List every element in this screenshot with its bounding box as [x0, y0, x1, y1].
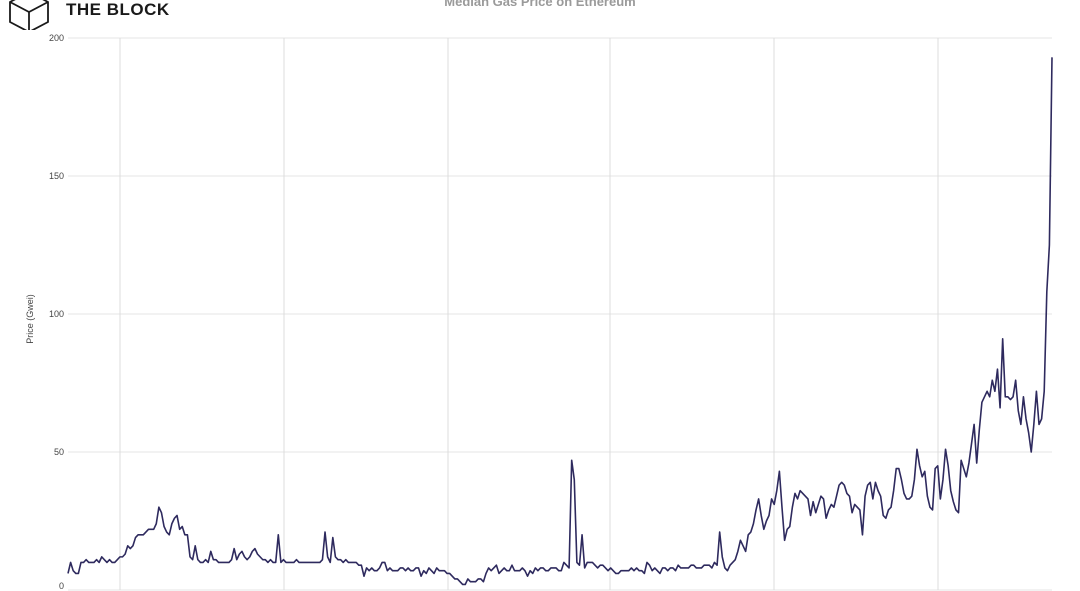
- y-tick-label: 50: [54, 447, 64, 457]
- series-group: [67, 57, 1053, 586]
- y-axis: 0 50 100 150 200: [49, 33, 64, 591]
- the-block-cube-logo-icon: [9, 0, 49, 30]
- logo-wordmark: THE BLOCK: [66, 0, 170, 19]
- y-axis-label: Price (Gwei): [25, 294, 35, 344]
- y-tick-label: 150: [49, 171, 64, 181]
- y-tick-label: 100: [49, 309, 64, 319]
- chart-title: Median Gas Price on Ethereum: [444, 0, 636, 9]
- series-line-median-gas-price: [67, 57, 1053, 586]
- y-tick-label: 0: [59, 581, 64, 591]
- grid: [68, 37, 1052, 591]
- logo: THE BLOCK: [6, 0, 170, 30]
- y-tick-label: 200: [49, 33, 64, 43]
